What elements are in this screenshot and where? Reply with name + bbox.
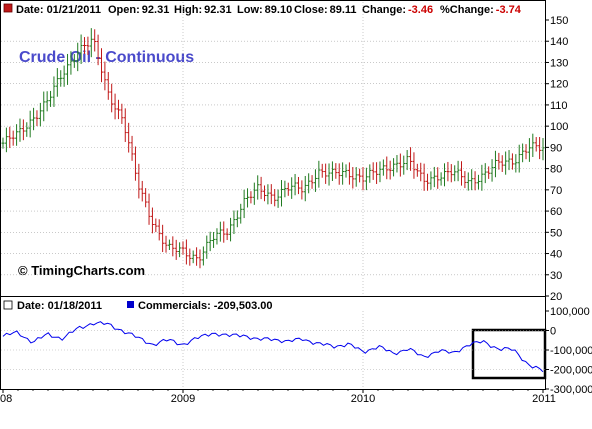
highlight-box [471, 328, 547, 380]
header-pct-change: -3.74 [496, 4, 522, 16]
cot-y-tick-label: 100,000 [550, 306, 590, 318]
price-y-tick-label: 90 [550, 142, 562, 154]
grid-layer [1, 2, 545, 389]
header-high: 92.31 [204, 4, 232, 16]
lower-header-square-icon [3, 300, 13, 310]
header-date: 01/21/2011 [47, 4, 101, 16]
lower-date-label: Date: [17, 300, 48, 312]
price-y-tick-label: 80 [550, 164, 562, 176]
price-y-tick-label: 20 [550, 291, 562, 303]
price-y-tick-label: 130 [550, 57, 568, 69]
commercials-line-layer [2, 321, 544, 373]
header-pct-change-label: %Change: [440, 4, 494, 16]
header-change: -3.46 [408, 4, 433, 16]
chart-title: Crude Oil - Continuous [19, 49, 194, 66]
price-y-tick-label: 100 [550, 121, 568, 133]
cot-header: Date: 01/18/2011 [17, 300, 102, 312]
price-y-tick-label: 60 [550, 206, 562, 218]
cot-panel-frame [0, 296, 546, 390]
header-change-label: Change: [362, 4, 406, 16]
x-tick-label: 2010 [351, 393, 375, 405]
x-tick-label: 08 [0, 393, 12, 405]
header-date-label: Date: [16, 4, 47, 16]
cot-y-tick-label: -200,000 [550, 365, 592, 377]
header-open: 92.31 [142, 4, 170, 16]
header-close: 89.11 [330, 4, 357, 16]
header-low-label: Low: [237, 4, 263, 16]
cot-y-tick-label: -300,000 [550, 384, 592, 396]
tick-labels-layer: 20 30 40 50 60 70 80 90 100 110 120 130 140 150 08 2009… [0, 15, 592, 405]
price-y-tick-label: 120 [550, 79, 568, 91]
series-marker-icon [127, 301, 134, 308]
price-y-tick-label: 30 [550, 270, 562, 282]
price-panel-frame [0, 0, 546, 297]
lower-date: 01/18/2011 [48, 300, 102, 312]
x-tick-label: 2009 [171, 393, 195, 405]
commercials-line [2, 321, 544, 373]
price-y-tick-label: 40 [550, 249, 562, 261]
series-header: Commercials: -209,503.00 [138, 300, 272, 312]
cot-y-tick-label: 0 [550, 326, 556, 338]
header-close-label: Close: [294, 4, 328, 16]
price-y-tick-label: 140 [550, 36, 568, 48]
cot-y-tick-label: -100,000 [550, 345, 592, 357]
price-y-tick-label: 110 [550, 100, 568, 112]
watermark: © TimingCharts.com [18, 263, 145, 278]
price-header: Date: 01/21/2011 Open: 92.31 High: 92.31 L… [16, 4, 522, 16]
price-y-tick-label: 70 [550, 185, 562, 197]
price-y-tick-label: 50 [550, 227, 562, 239]
price-bars-layer [1, 28, 545, 269]
header-open-label: Open: [108, 4, 140, 16]
series-value: -209,503.00 [214, 300, 273, 312]
price-y-tick-label: 150 [550, 15, 568, 27]
header-square-icon [3, 3, 13, 13]
header-high-label: High: [174, 4, 202, 16]
series-label: Commercials: [138, 300, 211, 312]
x-tick-label: 2011 [532, 393, 556, 405]
header-low: 89.10 [265, 4, 293, 16]
